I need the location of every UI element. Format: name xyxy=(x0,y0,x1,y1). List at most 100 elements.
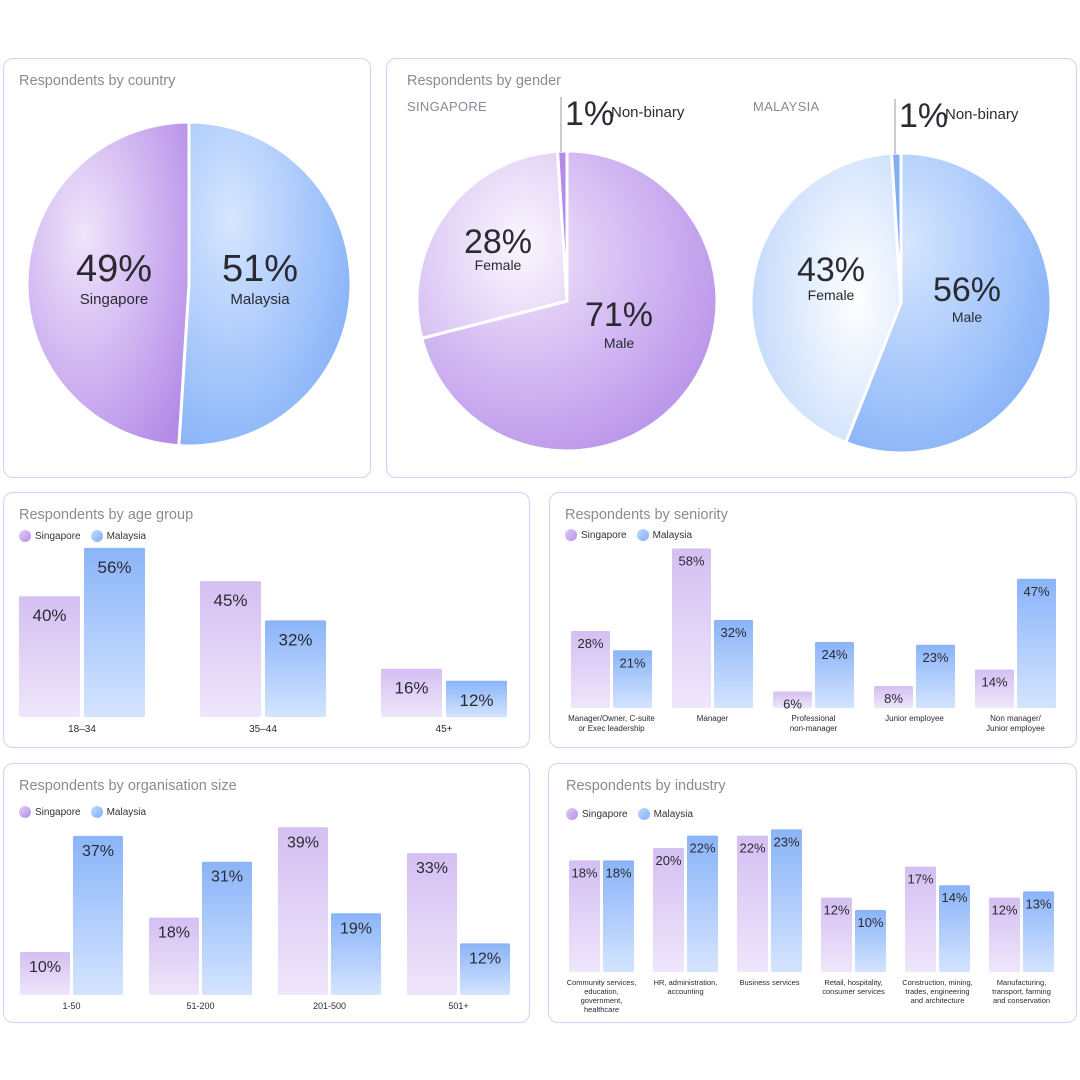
category-label: 501+ xyxy=(448,1001,468,1011)
legend-singapore: Singapore xyxy=(35,530,81,542)
category-label: Construction, mining, trades, engineering… xyxy=(902,978,972,1005)
legend: Singapore Malaysia xyxy=(565,529,692,541)
singapore-bar xyxy=(737,835,768,972)
malaysia-value-label: 10% xyxy=(857,915,883,930)
category-label: Manufacturing, transport, farming and cons… xyxy=(992,978,1051,1005)
sg-nb-pct: 1% xyxy=(565,95,614,133)
category-label: Community services, education, government,… xyxy=(567,978,637,1014)
malaysia-value-label: 12% xyxy=(459,691,493,710)
legend-malaysia: Malaysia xyxy=(106,530,147,542)
singapore-bar xyxy=(20,952,70,995)
singapore-value-label: 40% xyxy=(32,606,66,625)
singapore-legend-swatch xyxy=(566,808,578,820)
sg-male-pct: 71% xyxy=(585,296,653,334)
singapore-value-label: 33% xyxy=(416,860,448,877)
malaysia-bar xyxy=(84,547,145,717)
category-label: HR, administration, accounting xyxy=(654,978,718,996)
country-my-label: Malaysia xyxy=(230,291,290,308)
category-label: 45+ xyxy=(436,724,453,735)
age-bar-chart: 40% 56% 18–34 45% 32% 35–44 16% 12% 45+ xyxy=(19,547,507,735)
malaysia-value-label: 32% xyxy=(720,625,746,640)
malaysia-legend-swatch xyxy=(90,530,103,542)
singapore-value-label: 10% xyxy=(29,959,61,976)
malaysia-value-label: 32% xyxy=(278,630,312,649)
singapore-bar xyxy=(653,848,684,972)
singapore-value-label: 18% xyxy=(158,925,190,942)
singapore-bar xyxy=(821,897,852,972)
country-sg-label: Singapore xyxy=(80,291,148,308)
my-male-label: Male xyxy=(952,309,983,325)
industry-bar-chart: 18% 18% Community services, education, gover… xyxy=(567,829,1054,1014)
my-male-pct: 56% xyxy=(933,271,1001,309)
malaysia-bar xyxy=(446,680,507,717)
country-slice-malaysia xyxy=(177,120,353,448)
singapore-bar xyxy=(19,596,80,717)
singapore-legend-swatch xyxy=(19,530,31,542)
singapore-bar xyxy=(571,631,610,708)
sg-slice-male xyxy=(419,149,719,453)
malaysia-value-label: 22% xyxy=(689,841,715,856)
gender-pies: 1% Non-binary 1% Non-binary 28% Female 7… xyxy=(415,95,1053,455)
malaysia-bar xyxy=(855,910,886,972)
my-slice-male xyxy=(843,151,1053,455)
malaysia-value-label: 37% xyxy=(82,843,114,860)
singapore-bar xyxy=(672,548,711,708)
legend-singapore: Singapore xyxy=(581,529,627,541)
sg-female-label: Female xyxy=(475,257,522,273)
singapore-value-label: 58% xyxy=(678,554,704,569)
my-female-pct: 43% xyxy=(797,251,865,289)
malaysia-value-label: 23% xyxy=(922,650,948,665)
malaysia-value-label: 47% xyxy=(1023,584,1049,599)
sg-slice-female xyxy=(415,149,569,341)
legend: Singapore Malaysia xyxy=(566,808,693,820)
malaysia-bar xyxy=(460,943,510,995)
malaysia-bar xyxy=(73,835,123,995)
singapore-bar xyxy=(773,691,812,708)
country-pie: 49% Singapore 51% Malaysia xyxy=(25,120,353,448)
singapore-value-label: 12% xyxy=(991,903,1017,918)
seniority-card: Respondents by seniority Singapore Malay… xyxy=(549,492,1077,748)
singapore-value-label: 28% xyxy=(577,636,603,651)
malaysia-bar xyxy=(771,829,802,972)
category-label: 1-50 xyxy=(62,1001,80,1011)
singapore-value-label: 6% xyxy=(783,697,802,712)
singapore-value-label: 20% xyxy=(655,853,681,868)
country-slice-singapore xyxy=(25,120,191,448)
singapore-bar xyxy=(200,581,261,717)
card-title: Respondents by country xyxy=(19,73,176,89)
legend-malaysia: Malaysia xyxy=(653,808,694,820)
my-female-label: Female xyxy=(808,287,855,303)
malaysia-bar xyxy=(202,861,252,995)
singapore-legend-swatch xyxy=(565,529,577,541)
my-nb-pct: 1% xyxy=(899,97,948,135)
malaysia-bar xyxy=(939,885,970,972)
legend: Singapore Malaysia xyxy=(19,530,146,542)
category-label: Junior employee xyxy=(885,714,944,723)
card-title: Respondents by organisation size xyxy=(19,778,237,794)
singapore-bar xyxy=(381,668,442,717)
malaysia-bar xyxy=(916,644,955,709)
malaysia-bar xyxy=(815,642,854,708)
category-label: Non manager/Junior employee xyxy=(986,714,1045,733)
singapore-value-label: 12% xyxy=(823,903,849,918)
country-card: Respondents by country 49% Singapore xyxy=(3,58,371,478)
singapore-legend-swatch xyxy=(19,806,31,818)
category-label: Manager xyxy=(697,714,729,723)
singapore-bar xyxy=(874,686,913,708)
my-nb-label: Non-binary xyxy=(945,106,1019,123)
category-label: Professional non-manager xyxy=(790,714,838,733)
malaysia-bar xyxy=(714,620,753,708)
singapore-value-label: 14% xyxy=(981,675,1007,690)
malaysia-legend-swatch xyxy=(637,808,650,820)
malaysia-value-label: 56% xyxy=(97,558,131,577)
category-label: 18–34 xyxy=(68,724,96,735)
card-title: Respondents by gender xyxy=(407,73,561,89)
country-my-pct: 51% xyxy=(222,248,298,290)
malaysia-bar xyxy=(603,860,634,972)
malaysia-value-label: 24% xyxy=(821,647,847,662)
orgsize-card: Respondents by organisation size Singapo… xyxy=(3,763,530,1023)
singapore-bar xyxy=(569,860,600,972)
malaysia-legend-swatch xyxy=(636,529,649,541)
category-label: Manager/Owner, C-suite or Exec leadership xyxy=(568,714,655,733)
gender-my-subtitle: MALAYSIA xyxy=(753,99,820,114)
